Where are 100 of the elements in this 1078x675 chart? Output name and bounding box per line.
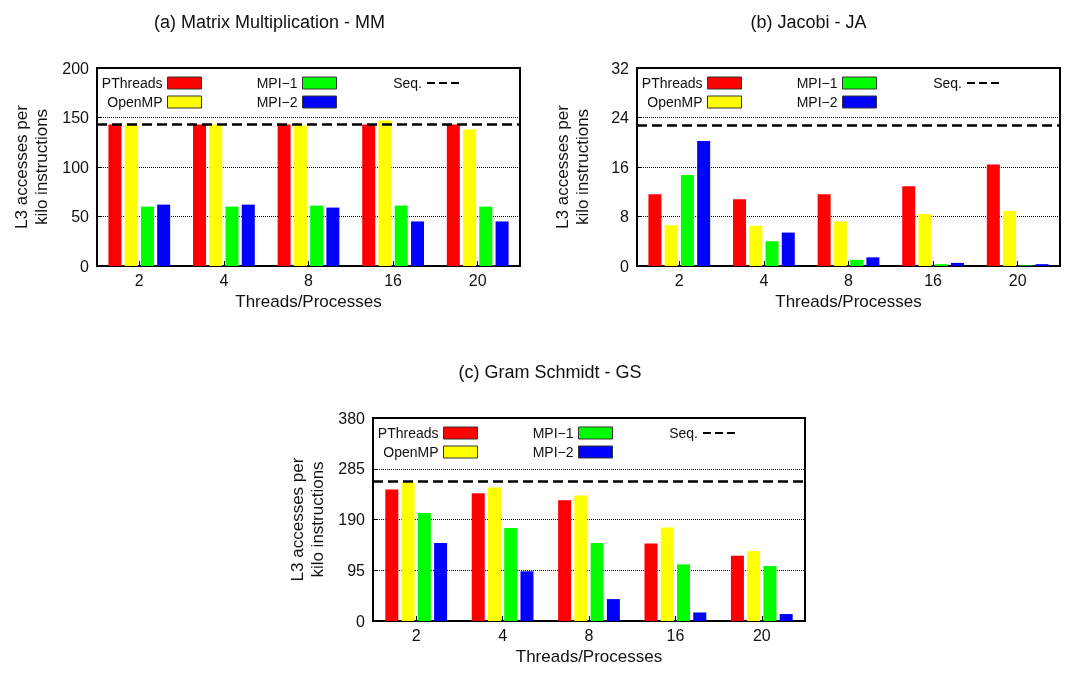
y-tick-label: 0 — [356, 612, 366, 630]
bar — [558, 500, 572, 621]
x-tick-label: 16 — [666, 626, 685, 644]
bar — [833, 221, 847, 266]
legend-label: OpenMP — [647, 94, 703, 110]
bar — [108, 124, 122, 266]
bar — [410, 221, 424, 266]
y-tick-label: 190 — [338, 511, 366, 528]
bar — [241, 204, 255, 266]
bar — [817, 194, 831, 266]
bar — [362, 124, 376, 266]
x-tick-label: 16 — [384, 271, 403, 289]
bar — [225, 206, 239, 266]
x-axis-title: Threads/Processes — [235, 291, 382, 311]
bar — [487, 487, 501, 621]
legend-label: MPI−2 — [256, 94, 298, 110]
y-tick-label: 150 — [62, 109, 90, 126]
bar — [902, 186, 916, 266]
y-tick-label: 200 — [62, 59, 90, 77]
y-tick-label: 16 — [611, 158, 630, 176]
bar — [124, 124, 138, 266]
y-axis-title: L3 accesses per kilo instructions — [552, 104, 592, 229]
y-tick-label: 95 — [347, 561, 366, 579]
bar — [1003, 210, 1017, 266]
chart-title: (a) Matrix Multiplication - MM — [153, 12, 386, 32]
y-tick-label: 8 — [620, 208, 630, 225]
x-axis-title: Threads/Processes — [775, 291, 922, 311]
bar — [648, 194, 662, 266]
chart-title: (c) Gram Schmidt - GS — [458, 362, 642, 382]
bar — [850, 259, 864, 266]
x-tick-label: 8 — [584, 626, 594, 644]
legend-label: MPI−1 — [796, 75, 838, 91]
bar — [479, 206, 493, 266]
legend-label: Seq. — [933, 75, 962, 91]
bar — [463, 129, 477, 266]
legend-label: MPI−1 — [256, 75, 298, 91]
bar — [504, 528, 518, 621]
bar — [986, 164, 1000, 266]
bar — [310, 205, 324, 266]
y-tick-label: 0 — [80, 257, 90, 275]
bar — [644, 543, 658, 621]
bar — [749, 225, 763, 266]
bar — [918, 214, 932, 266]
bar — [779, 614, 793, 621]
bar — [697, 141, 711, 266]
bar — [520, 571, 534, 621]
bar — [763, 565, 777, 621]
bar — [434, 543, 448, 621]
bar — [209, 124, 223, 266]
y-tick-label: 0 — [620, 257, 630, 275]
bar — [471, 493, 485, 621]
bar — [664, 225, 678, 266]
x-axis-title: Threads/Processes — [515, 646, 663, 666]
chart-title: (b) Jacobi - JA — [750, 12, 867, 32]
legend-label: MPI−1 — [532, 425, 574, 441]
x-tick-label: 20 — [1008, 271, 1027, 289]
bar — [193, 124, 207, 266]
x-tick-label: 20 — [752, 626, 771, 644]
bar — [660, 527, 674, 621]
bar — [781, 232, 795, 266]
x-tick-label: 16 — [924, 271, 943, 289]
bar — [140, 206, 154, 266]
bar — [866, 257, 880, 266]
bar — [733, 199, 747, 266]
bar — [401, 482, 415, 621]
bar — [378, 120, 392, 266]
bar — [326, 207, 340, 266]
bar — [495, 221, 509, 266]
legend-label: PThreads — [641, 75, 703, 91]
legend-label: MPI−2 — [532, 444, 574, 460]
legend-label: PThreads — [377, 425, 439, 441]
y-tick-label: 50 — [71, 208, 90, 225]
x-tick-label: 8 — [844, 271, 854, 289]
x-tick-label: 4 — [759, 271, 769, 289]
legend-label: OpenMP — [107, 94, 163, 110]
legend-label: Seq. — [669, 425, 698, 441]
x-tick-label: 2 — [674, 271, 684, 289]
legend-label: MPI−2 — [796, 94, 838, 110]
y-tick-label: 285 — [338, 460, 366, 478]
x-tick-label: 4 — [219, 271, 229, 289]
bar — [394, 205, 408, 266]
bar — [277, 124, 291, 266]
x-tick-label: 20 — [468, 271, 487, 289]
bar — [417, 513, 431, 621]
legend-label: PThreads — [101, 75, 163, 91]
y-axis-title: L3 accesses per kilo instructions — [11, 104, 51, 229]
bar — [157, 204, 171, 266]
bar — [293, 125, 307, 266]
bar — [693, 612, 707, 621]
x-tick-label: 2 — [134, 271, 144, 289]
bar — [574, 495, 588, 621]
y-tick-label: 32 — [611, 59, 630, 77]
y-tick-label: 100 — [62, 158, 90, 176]
bar — [747, 551, 761, 621]
bar — [606, 599, 620, 621]
legend-label: OpenMP — [383, 444, 439, 460]
bar — [765, 241, 779, 266]
bar — [950, 262, 964, 266]
bar — [680, 175, 694, 266]
bar — [446, 124, 460, 266]
